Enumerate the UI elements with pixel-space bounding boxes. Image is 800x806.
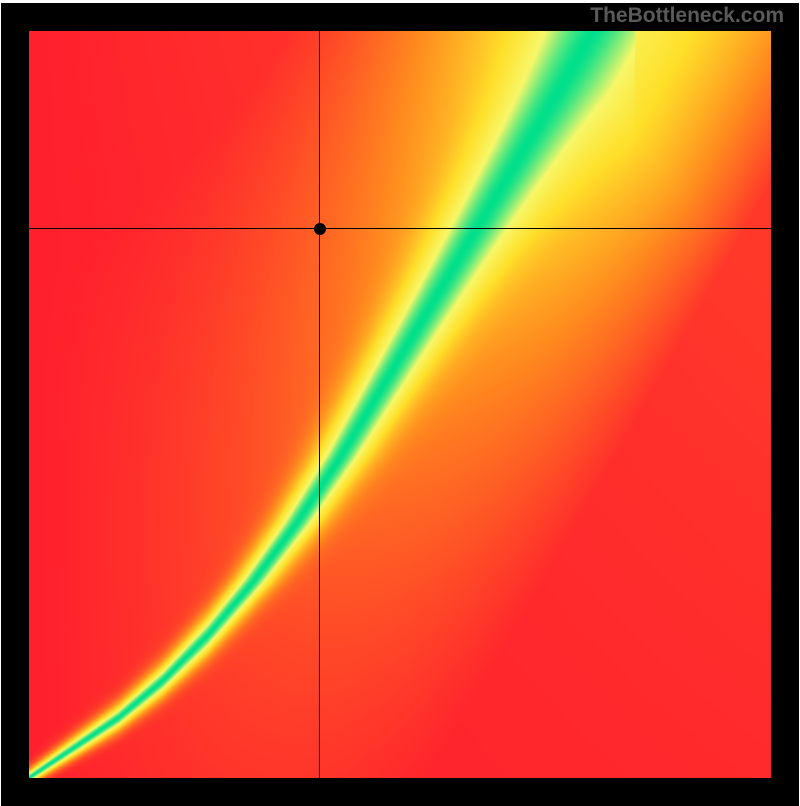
crosshair-horizontal — [29, 228, 771, 229]
bottleneck-heatmap — [29, 31, 771, 778]
watermark-text: TheBottleneck.com — [590, 4, 784, 28]
crosshair-point — [314, 223, 326, 235]
crosshair-vertical — [319, 31, 320, 778]
